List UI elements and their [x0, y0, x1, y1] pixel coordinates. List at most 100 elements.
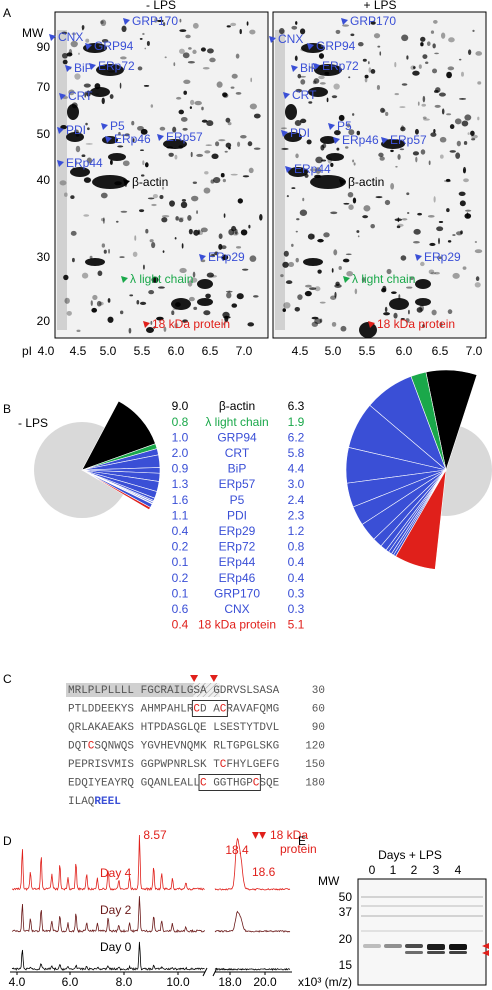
table-value: 5.8: [288, 446, 305, 460]
pi-tick-label: 4.0: [38, 344, 55, 358]
panel-label: D: [3, 834, 12, 848]
gel-spot: [156, 19, 164, 23]
x-tick-label: 4.0: [9, 975, 26, 989]
gel-spot: [413, 228, 421, 235]
gel-spot: [253, 113, 261, 119]
gel-spot: [283, 250, 289, 257]
gel-spot: [90, 300, 93, 306]
gel-spot: [139, 37, 143, 40]
spot-label: GRP170: [350, 14, 396, 28]
sequence-segment: ILAQ: [68, 796, 95, 808]
cleavage-arrow: [209, 675, 218, 682]
gel-spot: [209, 57, 216, 63]
gel-spot: [399, 148, 405, 151]
blot: [357, 878, 487, 986]
gel-spot: [428, 269, 435, 275]
table-value: 0.4: [288, 571, 305, 585]
gel-spot-major: [285, 104, 297, 120]
pi-tick-label: 7.0: [236, 344, 253, 358]
gel-spot: [291, 187, 296, 189]
gel-spot: [151, 241, 156, 249]
gel-spot: [71, 257, 75, 263]
gel-spot: [459, 98, 467, 100]
gel-spot: [368, 67, 372, 73]
gel-spot: [78, 52, 80, 55]
spot-label: PDI: [66, 123, 86, 137]
gel-spot: [412, 66, 416, 69]
gel-spot: [400, 126, 406, 132]
gel-spot: [463, 178, 469, 183]
gel-spot: [121, 25, 127, 33]
arrowhead: [368, 321, 375, 328]
gel-spot: [401, 125, 404, 131]
mw-tick-label: 40: [37, 173, 51, 187]
table-value: 0.2: [172, 571, 189, 585]
gel-spot: [188, 296, 195, 302]
table-value: 1.1: [172, 508, 189, 522]
mw-tick-label: 20: [339, 932, 353, 946]
gel-spot: [235, 246, 242, 249]
gel-spot: [336, 147, 340, 151]
cleavage-arrow: [190, 675, 199, 682]
gel-spot: [449, 124, 455, 130]
gel-spot: [401, 83, 408, 86]
arrowhead: [57, 127, 64, 134]
gel-spot: [288, 261, 295, 268]
gel-spot: [235, 91, 242, 95]
spot-label: PDI: [290, 126, 310, 140]
gel-spot-major: [303, 258, 323, 266]
table-protein: ERp46: [219, 571, 256, 585]
gel-spot: [152, 194, 159, 199]
sequence-segment: REEL: [94, 796, 121, 808]
cleavage-site: [193, 683, 220, 697]
gel-spot: [379, 156, 385, 161]
gel-spot: [83, 177, 92, 183]
gel-spot: [190, 277, 198, 283]
day-label: Day 4: [100, 866, 132, 880]
pi-tick-label: 6.5: [432, 344, 449, 358]
gel-spot: [97, 270, 103, 277]
gel-spot: [100, 20, 104, 24]
gel-spot: [221, 245, 227, 250]
gel-spot: [300, 79, 306, 85]
spot-label: ERp46: [114, 132, 151, 146]
gel-spot: [370, 21, 376, 25]
spot-label: λ light chain: [352, 272, 415, 286]
blot-band: [405, 951, 423, 954]
gel-spot: [101, 243, 106, 248]
sequence-segment: DQT: [68, 740, 88, 752]
lane-label: 1: [390, 863, 397, 877]
gel-spot: [462, 266, 467, 270]
table-value: 2.0: [172, 446, 189, 460]
spot-label: λ light chain: [130, 272, 193, 286]
gel-spot: [373, 33, 381, 39]
gel-spot: [134, 235, 137, 241]
gel-spot: [370, 223, 375, 229]
gel-spot: [335, 29, 341, 34]
gel-spot-major: [415, 279, 431, 289]
gel-spot: [294, 306, 300, 312]
gel-spot: [305, 284, 312, 288]
table-value: 0.6: [172, 602, 189, 616]
gel-spot: [331, 321, 337, 327]
gel-spot-major: [96, 64, 124, 76]
gel-spot: [295, 257, 299, 263]
gel-spot: [81, 28, 84, 31]
gel-spot: [357, 41, 364, 47]
gel-spot: [107, 298, 111, 303]
gel-spot: [86, 157, 92, 164]
gel-spot: [361, 277, 366, 283]
gel-spot: [230, 86, 235, 89]
gel-spot: [179, 29, 187, 33]
gel-spot: [150, 320, 153, 325]
gel-spot: [390, 183, 395, 190]
gel-spot: [348, 76, 351, 79]
gel-spot: [250, 77, 253, 83]
gel-spot: [326, 97, 329, 103]
gel-spot: [416, 307, 423, 313]
protein-label: 18 kDa: [270, 828, 308, 842]
gel-spot: [210, 274, 217, 278]
gel-spot: [342, 24, 350, 27]
gel-spot: [427, 215, 435, 218]
gel-spot: [400, 255, 407, 261]
